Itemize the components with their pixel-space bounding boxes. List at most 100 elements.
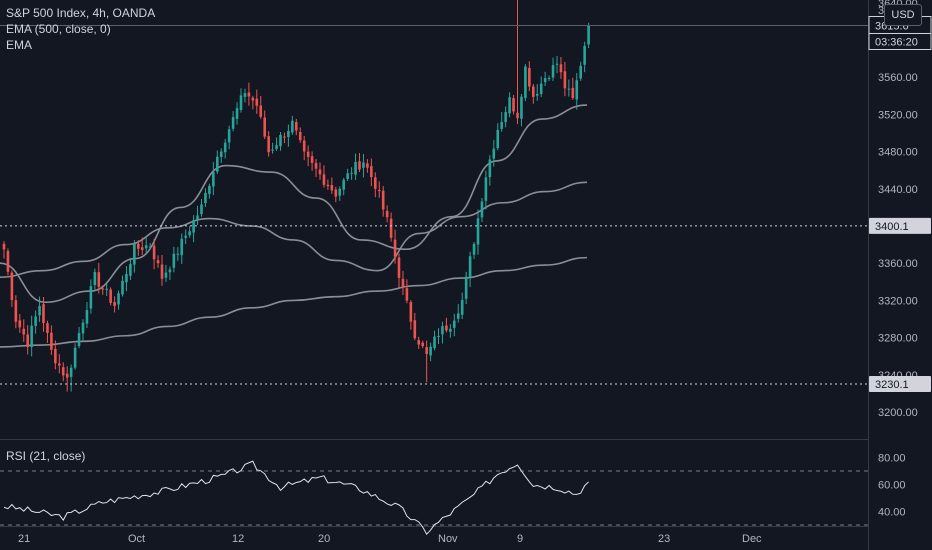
candle-body (18, 320, 22, 328)
candle-body (61, 367, 65, 376)
candle-body (46, 323, 49, 333)
candle-body (512, 98, 515, 112)
ema-legend[interactable]: EMA (6, 38, 33, 52)
candle (97, 262, 101, 294)
candle-body (480, 201, 484, 218)
candle (504, 106, 507, 128)
candle (180, 233, 184, 264)
candle (216, 150, 219, 174)
candle-body (401, 278, 405, 288)
candle (2, 241, 6, 259)
candle-body (362, 162, 365, 168)
candle-body (34, 316, 37, 326)
axes: 3200.003240.003280.003320.003360.003400.… (18, 0, 932, 545)
candle (219, 148, 223, 163)
candle (200, 198, 203, 217)
candle-body (172, 253, 176, 268)
candle-body (567, 88, 571, 90)
candle (133, 240, 136, 273)
candle-body (267, 136, 270, 153)
candle (500, 111, 503, 132)
candle (81, 319, 85, 341)
candle (334, 186, 338, 203)
rsi-legend[interactable]: RSI (21, close) (6, 449, 86, 463)
candle-body (385, 210, 389, 218)
candle (547, 75, 551, 82)
candle-body (54, 348, 57, 364)
candle (22, 319, 26, 342)
candle-body (579, 65, 582, 79)
candle-body (216, 156, 219, 172)
candle-body (283, 136, 286, 138)
candle (144, 236, 148, 254)
countdown-label: 03:36:20 (875, 36, 918, 48)
level-tag-label: 3230.1 (875, 379, 909, 391)
candle (117, 290, 120, 310)
candle-body (22, 328, 26, 335)
candle (429, 342, 432, 362)
time-tick-label: 21 (18, 533, 30, 545)
candle (148, 242, 152, 250)
candle-body (559, 64, 563, 73)
level-tag[interactable] (869, 376, 931, 393)
candle (346, 168, 349, 182)
candle-body (330, 185, 334, 191)
candle-body (212, 172, 215, 187)
candle (283, 132, 286, 144)
candle (164, 264, 168, 282)
candle (287, 124, 290, 147)
candle (571, 77, 575, 100)
candle-body (263, 117, 266, 137)
candle-body (133, 243, 136, 265)
candle (101, 285, 105, 295)
candle-body (287, 130, 290, 137)
candle (326, 179, 330, 190)
candle (492, 139, 496, 167)
candle (212, 162, 215, 196)
candle-body (109, 289, 112, 303)
level-tag[interactable] (869, 217, 931, 234)
candle-body (231, 117, 235, 129)
candle (338, 186, 342, 201)
candle (456, 304, 460, 323)
candle-body (437, 335, 440, 337)
currency-button[interactable]: USD (884, 4, 922, 26)
candle (385, 205, 389, 223)
candle (381, 185, 385, 217)
candle (555, 55, 559, 74)
candle (192, 215, 195, 243)
candle-body (65, 373, 69, 378)
candle (449, 324, 452, 338)
candle (263, 110, 266, 140)
candle-body (476, 218, 480, 245)
horizontal-levels[interactable] (0, 24, 868, 385)
candle (421, 340, 424, 349)
candle (30, 315, 33, 357)
candle (58, 354, 61, 374)
candle-body (184, 235, 187, 238)
candle (508, 92, 511, 118)
candle-body (563, 71, 567, 89)
time-tick-label: Dec (742, 533, 762, 545)
candle (310, 151, 314, 171)
candle-body (97, 272, 101, 287)
candle-body (350, 172, 353, 174)
candle (535, 84, 539, 101)
price-tick-label: 3520.00 (878, 109, 918, 121)
candle (38, 296, 41, 322)
candle-body (346, 173, 349, 179)
candle (587, 22, 590, 49)
time-tick-label: Oct (128, 533, 145, 545)
candle-body (370, 166, 373, 178)
symbol-title[interactable]: S&P 500 Index, 4h, OANDA (6, 6, 156, 20)
time-tick-label: Nov (438, 533, 458, 545)
candle-body (140, 247, 144, 250)
candle-body (374, 177, 377, 189)
candle-body (14, 300, 18, 322)
candle (279, 132, 282, 151)
candle-body (152, 245, 156, 260)
ema-500-legend[interactable]: EMA (500, close, 0) (6, 22, 111, 36)
candle (295, 118, 298, 136)
candle-body (93, 271, 97, 285)
